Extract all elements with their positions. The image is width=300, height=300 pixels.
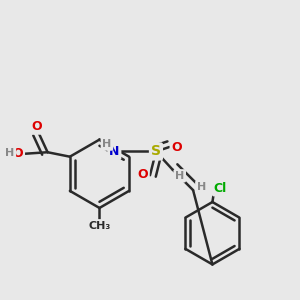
Text: O: O	[171, 141, 182, 154]
Text: H: H	[175, 171, 184, 181]
Text: H: H	[197, 182, 206, 192]
Text: H: H	[102, 139, 112, 149]
Text: O: O	[32, 120, 43, 133]
Text: O: O	[137, 168, 148, 181]
Text: Cl: Cl	[214, 182, 227, 194]
Text: H: H	[5, 148, 14, 158]
Text: O: O	[13, 147, 23, 160]
Text: S: S	[151, 145, 161, 158]
Text: CH₃: CH₃	[88, 221, 111, 231]
Text: N: N	[109, 145, 119, 158]
